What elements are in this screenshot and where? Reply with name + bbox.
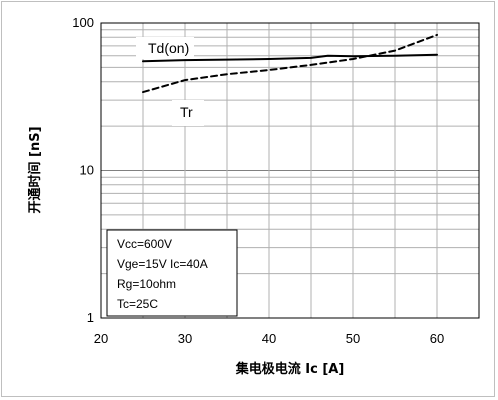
x-tick-label: 20 (94, 331, 108, 346)
y-tick-label: 100 (72, 15, 94, 30)
td-label-bg (136, 37, 194, 59)
x-tick-labels: 20 30 40 50 60 (94, 331, 444, 346)
x-tick-label: 30 (178, 331, 192, 346)
conditions-box (106, 229, 238, 317)
x-axis-label: 集电极电流 Ic [A] (235, 361, 345, 377)
x-tick-label: 60 (430, 331, 444, 346)
series-label-tr: Tr (180, 104, 193, 120)
plot-border (100, 22, 480, 319)
condition-vge-ic: Vge=15V Ic=40A (117, 257, 208, 271)
series-line-tr (142, 33, 438, 94)
y-axis-label: 开通时间 [nS] (27, 126, 43, 213)
y-tick-label: 10 (80, 163, 94, 178)
x-tick-label: 50 (346, 331, 360, 346)
x-tick-label: 40 (262, 331, 276, 346)
series-label-tdon: Td(on) (148, 40, 189, 56)
y-tick-label: 1 (87, 310, 94, 325)
tr-label-bg (172, 100, 204, 126)
y-tick-labels: 1 10 100 (72, 15, 94, 325)
condition-vcc: Vcc=600V (117, 237, 172, 251)
condition-rg: Rg=10ohm (117, 277, 176, 291)
series-layer (142, 33, 438, 94)
condition-tc: Tc=25C (117, 297, 158, 311)
series-line-tdon (142, 53, 438, 63)
